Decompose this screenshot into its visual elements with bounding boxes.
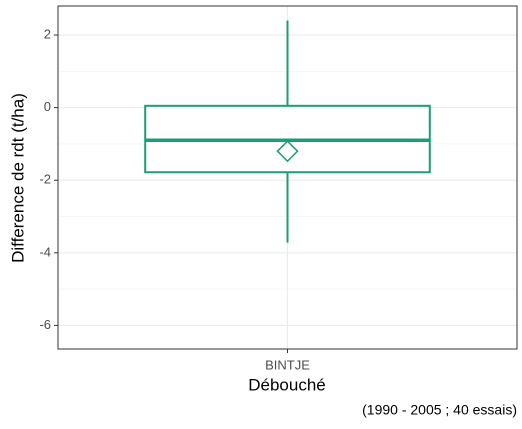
y-tick-label: -6 <box>39 317 51 332</box>
y-tick-label: 2 <box>44 26 51 41</box>
y-tick-label: -4 <box>39 244 51 259</box>
y-tick-label: 0 <box>44 99 51 114</box>
caption: (1990 - 2005 ; 40 essais) <box>362 402 517 418</box>
y-axis-title: Difference de rdt (t/ha) <box>8 93 27 263</box>
y-tick-label: -2 <box>39 172 51 187</box>
mean-marker <box>276 140 299 163</box>
x-axis-title: Débouché <box>248 375 326 394</box>
x-tick-label: BINTJE <box>265 357 310 372</box>
